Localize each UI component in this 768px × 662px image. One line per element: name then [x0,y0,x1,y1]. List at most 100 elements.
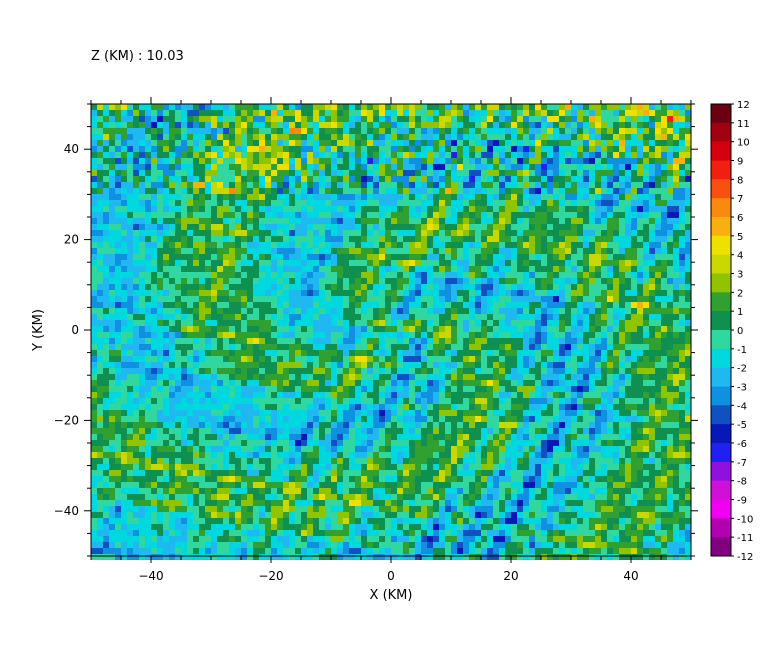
heatmap-cell [127,230,133,236]
heatmap-cell [115,140,121,146]
heatmap-cell [349,194,355,200]
heatmap-cell [175,284,181,290]
heatmap-cell [523,158,529,164]
heatmap-cell [193,326,199,332]
heatmap-cell [457,128,463,134]
heatmap-cell [547,272,553,278]
heatmap-cell [247,164,253,170]
heatmap-cell [397,320,403,326]
heatmap-cell [487,374,493,380]
heatmap-cell [607,194,613,200]
heatmap-cell [595,398,601,404]
heatmap-cell [139,284,145,290]
heatmap-cell [469,344,475,350]
heatmap-cell [295,164,301,170]
heatmap-cell [397,278,403,284]
heatmap-cell [595,266,601,272]
heatmap-cell [115,380,121,386]
heatmap-cell [523,212,529,218]
heatmap-cell [403,128,409,134]
heatmap-cell [241,164,247,170]
heatmap-cell [181,224,187,230]
heatmap-cell [385,194,391,200]
heatmap-cell [661,140,667,146]
heatmap-cell [511,242,517,248]
heatmap-cell [367,350,373,356]
heatmap-cell [139,254,145,260]
heatmap-cell [253,134,259,140]
heatmap-cell [223,128,229,134]
heatmap-cell [91,218,97,224]
heatmap-cell [91,314,97,320]
heatmap-cell [547,188,553,194]
heatmap-cell [403,200,409,206]
heatmap-cell [91,224,97,230]
heatmap-cell [205,164,211,170]
heatmap-cell [175,320,181,326]
heatmap-cell [211,398,217,404]
heatmap-cell [469,266,475,272]
heatmap-cell [661,110,667,116]
heatmap-cell [403,170,409,176]
heatmap-cell [139,308,145,314]
heatmap-cell [553,242,559,248]
heatmap-cell [361,398,367,404]
heatmap-cell [631,260,637,266]
heatmap-cell [667,224,673,230]
heatmap-cell [433,320,439,326]
heatmap-cell [607,356,613,362]
heatmap-cell [289,284,295,290]
heatmap-cell [661,392,667,398]
heatmap-cell [559,284,565,290]
heatmap-cell [229,308,235,314]
heatmap-cell [253,110,259,116]
heatmap-cell [499,200,505,206]
heatmap-cell [499,290,505,296]
heatmap-cell [121,224,127,230]
heatmap-cell [577,314,583,320]
heatmap-cell [625,362,631,368]
heatmap-cell [139,176,145,182]
heatmap-cell [169,350,175,356]
heatmap-cell [601,380,607,386]
heatmap-cell [247,386,253,392]
heatmap-cell [379,140,385,146]
heatmap-cell [313,350,319,356]
heatmap-cell [439,152,445,158]
heatmap-cell [355,224,361,230]
heatmap-cell [475,176,481,182]
heatmap-cell [571,122,577,128]
heatmap-cell [361,314,367,320]
heatmap-cell [193,356,199,362]
heatmap-cell [481,236,487,242]
heatmap-cell [379,398,385,404]
heatmap-cell [685,104,691,110]
heatmap-cell [673,182,679,188]
heatmap-cell [247,374,253,380]
heatmap-cell [631,386,637,392]
heatmap-cell [607,272,613,278]
heatmap-cell [583,320,589,326]
heatmap-cell [199,170,205,176]
heatmap-cell [223,188,229,194]
heatmap-cell [517,308,523,314]
heatmap-cell [253,218,259,224]
heatmap-cell [625,194,631,200]
heatmap-cell [595,344,601,350]
heatmap-cell [277,182,283,188]
heatmap-cell [235,332,241,338]
heatmap-cell [523,218,529,224]
heatmap-cell [151,110,157,116]
heatmap-cell [223,122,229,128]
heatmap-cell [421,158,427,164]
heatmap-cell [265,236,271,242]
heatmap-cell [181,278,187,284]
heatmap-cell [499,230,505,236]
heatmap-cell [361,182,367,188]
heatmap-cell [559,122,565,128]
heatmap-cell [457,224,463,230]
heatmap-cell [529,344,535,350]
heatmap-cell [97,272,103,278]
heatmap-cell [187,272,193,278]
heatmap-cell [229,362,235,368]
